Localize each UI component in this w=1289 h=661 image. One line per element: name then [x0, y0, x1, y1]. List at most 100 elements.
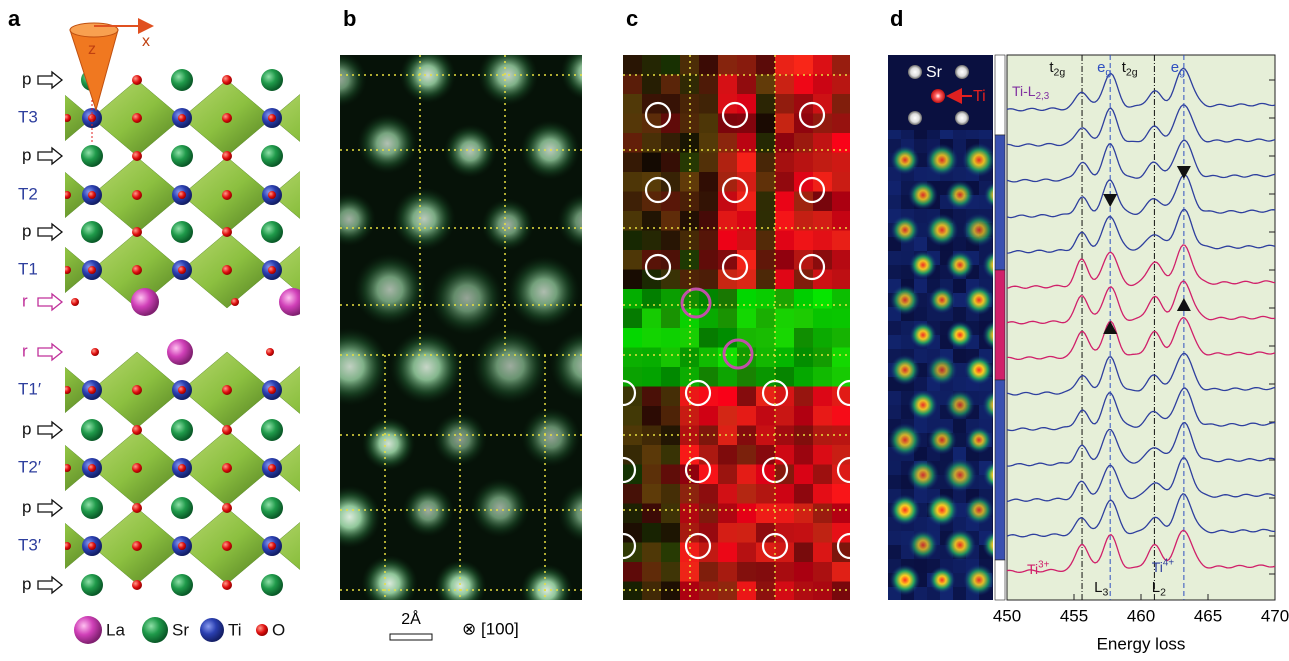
pixel [718, 445, 738, 465]
pixel [642, 445, 662, 465]
row-label: p [22, 221, 31, 240]
x-axis-label: Energy loss [1097, 634, 1186, 653]
o-atom [178, 542, 186, 550]
pixel [794, 387, 814, 407]
pixel [756, 114, 776, 134]
pixel [756, 348, 776, 368]
pixel [623, 231, 643, 251]
atom-column [926, 144, 958, 176]
o-atom [132, 503, 142, 513]
ti-marker [931, 89, 945, 103]
pixel [794, 504, 814, 524]
pixel [794, 231, 814, 251]
sr-atom [261, 419, 283, 441]
row-label: T3′ [18, 535, 41, 554]
o-atom [222, 265, 232, 275]
atom-column [963, 564, 994, 595]
atom-column [964, 495, 993, 524]
o-atom [222, 541, 232, 551]
o-atom [71, 298, 79, 306]
pixel [680, 55, 700, 75]
atom-column [550, 330, 622, 402]
o-atom [222, 75, 232, 85]
pixel [623, 328, 643, 348]
sr-atom [261, 69, 283, 91]
octahedron [2, 508, 92, 584]
atom-column [311, 51, 366, 106]
pixel [832, 562, 852, 582]
noise [888, 335, 901, 349]
pixel [623, 289, 643, 309]
pixel [642, 582, 662, 602]
pixel [756, 55, 776, 75]
atom-column [926, 494, 959, 527]
pixel [794, 55, 814, 75]
o-atom [63, 266, 71, 274]
pixel [794, 289, 814, 309]
pixel [832, 289, 852, 309]
atom-column [890, 285, 920, 315]
sr-atom [81, 574, 103, 596]
o-atom [132, 463, 142, 473]
o-atom [312, 503, 322, 513]
pixel [661, 348, 681, 368]
pixel [813, 55, 833, 75]
row-arrow [38, 72, 62, 88]
pixel [813, 172, 833, 192]
pixel [756, 250, 776, 270]
o-atom [268, 114, 276, 122]
pixel [775, 153, 795, 173]
pixel [756, 153, 776, 173]
pixel [661, 582, 681, 602]
noise [953, 419, 966, 433]
o-atom [63, 114, 71, 122]
noise [888, 531, 901, 545]
pixel [718, 153, 738, 173]
pixel [737, 465, 757, 485]
row-arrow [38, 500, 62, 516]
pixel [699, 172, 719, 192]
atom-column [318, 486, 381, 549]
sr-atom [81, 221, 103, 243]
pixel [623, 484, 643, 504]
pixel [623, 211, 643, 231]
layer-bar [995, 380, 1005, 560]
pixel [699, 250, 719, 270]
row-label: T3 [18, 107, 38, 126]
pixel [756, 328, 776, 348]
noise [914, 601, 927, 615]
noise [888, 195, 901, 209]
noise [953, 559, 966, 573]
pixel [756, 75, 776, 95]
legend-swatch [142, 617, 168, 643]
pixel [623, 94, 643, 114]
pixel [661, 406, 681, 426]
pixel [623, 562, 643, 582]
noise [966, 601, 979, 615]
pixel [699, 231, 719, 251]
pixel [718, 562, 738, 582]
pixel [775, 562, 795, 582]
sr-atom [171, 497, 193, 519]
pixel [661, 523, 681, 543]
pixel [813, 348, 833, 368]
sr-marker [908, 65, 922, 79]
row-arrow [38, 344, 62, 360]
plot-area [1007, 55, 1275, 600]
o-atom [222, 113, 232, 123]
ti3-label-sup: 3+ [1038, 559, 1049, 570]
pixel [813, 562, 833, 582]
pixel [699, 270, 719, 290]
pixel [813, 114, 833, 134]
pixel [623, 153, 643, 173]
pixel [775, 192, 795, 212]
stem-blobs [888, 55, 1012, 615]
inset-ti: Ti [973, 88, 986, 105]
noise [940, 601, 953, 615]
peak-label-sub: g [1179, 66, 1185, 78]
sr-atom [171, 145, 193, 167]
o-atom [268, 191, 276, 199]
o-atom [268, 386, 276, 394]
x-tick-label: 460 [1127, 606, 1155, 625]
sr-marker [955, 65, 969, 79]
